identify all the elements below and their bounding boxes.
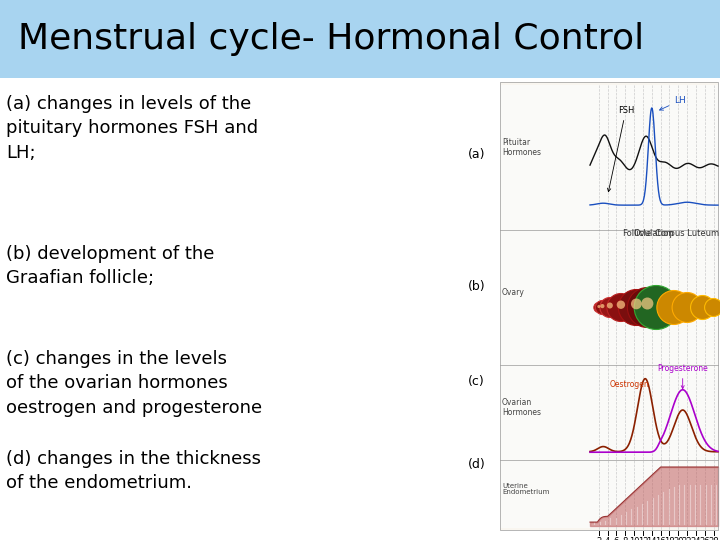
Text: Oestrogen: Oestrogen xyxy=(610,380,649,389)
Circle shape xyxy=(617,300,625,309)
Bar xyxy=(500,230,718,365)
Text: Ovulation: Ovulation xyxy=(634,229,675,238)
Text: 22: 22 xyxy=(682,537,693,540)
Circle shape xyxy=(595,300,609,314)
Bar xyxy=(0,0,720,78)
Text: 14: 14 xyxy=(647,537,657,540)
Text: Uterine
Endometrium: Uterine Endometrium xyxy=(502,483,549,496)
Circle shape xyxy=(600,298,620,318)
Text: (b): (b) xyxy=(468,280,485,293)
Text: Follicle: Follicle xyxy=(622,229,651,238)
Text: 6: 6 xyxy=(613,537,619,540)
Circle shape xyxy=(705,299,720,316)
Bar xyxy=(500,365,718,460)
Circle shape xyxy=(657,291,691,325)
Circle shape xyxy=(600,304,605,308)
Text: 24: 24 xyxy=(690,537,701,540)
Circle shape xyxy=(642,298,653,309)
Text: 4: 4 xyxy=(605,537,611,540)
Bar xyxy=(500,82,718,530)
Text: LH: LH xyxy=(660,96,686,110)
Text: 12: 12 xyxy=(638,537,648,540)
Text: 10: 10 xyxy=(629,537,639,540)
Text: 18: 18 xyxy=(664,537,675,540)
Bar xyxy=(500,85,718,230)
Bar xyxy=(500,82,718,530)
Text: (d) changes in the thickness
of the endometrium.: (d) changes in the thickness of the endo… xyxy=(6,450,261,492)
Circle shape xyxy=(598,305,600,308)
Text: (a) changes in levels of the
pituitary hormones FSH and
LH;: (a) changes in levels of the pituitary h… xyxy=(6,95,258,161)
Text: 8: 8 xyxy=(623,537,628,540)
Circle shape xyxy=(634,286,678,329)
Text: 28: 28 xyxy=(708,537,719,540)
Circle shape xyxy=(672,293,702,322)
Text: 2: 2 xyxy=(596,537,601,540)
Text: Menstrual cycle- Hormonal Control: Menstrual cycle- Hormonal Control xyxy=(18,22,644,56)
Circle shape xyxy=(627,287,667,327)
Circle shape xyxy=(690,295,714,320)
Text: (b) development of the
Graafian follicle;: (b) development of the Graafian follicle… xyxy=(6,245,215,287)
Circle shape xyxy=(594,302,604,313)
Text: 16: 16 xyxy=(655,537,666,540)
Text: 20: 20 xyxy=(673,537,683,540)
Text: Ovarian
Hormones: Ovarian Hormones xyxy=(502,398,541,417)
Circle shape xyxy=(607,302,613,308)
Text: FSH: FSH xyxy=(608,106,634,192)
Text: Pituitar
Hormones: Pituitar Hormones xyxy=(502,138,541,157)
Text: (d): (d) xyxy=(468,458,486,471)
Text: (c): (c) xyxy=(468,375,485,388)
Circle shape xyxy=(607,294,635,321)
Circle shape xyxy=(618,289,654,326)
Circle shape xyxy=(631,299,642,309)
Text: (a): (a) xyxy=(468,148,485,161)
Bar xyxy=(500,460,718,528)
Text: Progesterone: Progesterone xyxy=(657,364,708,389)
Text: Ovary: Ovary xyxy=(502,288,525,297)
Text: 26: 26 xyxy=(699,537,710,540)
Text: (c) changes in the levels
of the ovarian hormones
oestrogen and progesterone: (c) changes in the levels of the ovarian… xyxy=(6,350,262,416)
Text: Corpus Luteum: Corpus Luteum xyxy=(655,229,719,238)
